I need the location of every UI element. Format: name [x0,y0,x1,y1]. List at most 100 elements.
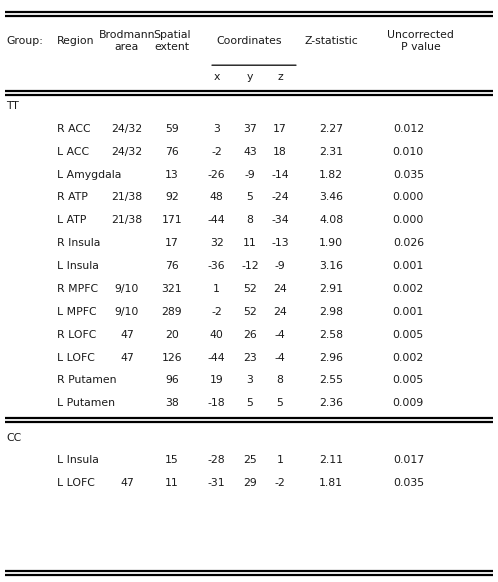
Text: -34: -34 [271,215,289,225]
Text: 1.82: 1.82 [319,169,343,179]
Text: 32: 32 [210,238,224,248]
Text: L LOFC: L LOFC [57,478,95,488]
Text: 11: 11 [243,238,257,248]
Text: 92: 92 [165,193,179,203]
Text: -28: -28 [208,456,226,466]
Text: 9/10: 9/10 [115,284,139,294]
Text: 3: 3 [213,124,220,134]
Text: -2: -2 [211,307,222,317]
Text: 0.000: 0.000 [392,215,424,225]
Text: 3.16: 3.16 [319,261,343,271]
Text: L Insula: L Insula [57,456,99,466]
Text: 5: 5 [247,193,253,203]
Text: 0.002: 0.002 [393,353,424,363]
Text: 2.98: 2.98 [319,307,343,317]
Text: 20: 20 [165,329,179,340]
Text: 21/38: 21/38 [112,193,142,203]
Text: -24: -24 [271,193,289,203]
Text: 8: 8 [276,375,283,385]
Text: -2: -2 [274,478,285,488]
Text: 24: 24 [273,284,287,294]
Text: 1: 1 [276,456,283,466]
Text: 2.31: 2.31 [319,147,343,157]
Text: CC: CC [6,432,21,442]
Text: 0.017: 0.017 [393,456,424,466]
Text: -4: -4 [274,353,285,363]
Text: 40: 40 [210,329,224,340]
Text: 0.001: 0.001 [393,307,424,317]
Text: 4.08: 4.08 [319,215,343,225]
Text: 25: 25 [243,456,257,466]
Text: -13: -13 [271,238,289,248]
Text: 26: 26 [243,329,257,340]
Text: 289: 289 [161,307,182,317]
Text: 21/38: 21/38 [112,215,142,225]
Text: -31: -31 [208,478,226,488]
Text: 2.11: 2.11 [319,456,343,466]
Text: L LOFC: L LOFC [57,353,95,363]
Text: L MPFC: L MPFC [57,307,97,317]
Text: 52: 52 [243,307,257,317]
Text: R Insula: R Insula [57,238,101,248]
Text: -14: -14 [271,169,289,179]
Text: 17: 17 [273,124,287,134]
Text: R Putamen: R Putamen [57,375,117,385]
Text: R LOFC: R LOFC [57,329,97,340]
Text: 3: 3 [247,375,253,385]
Text: 0.000: 0.000 [392,193,424,203]
Text: R ACC: R ACC [57,124,91,134]
Text: -2: -2 [211,147,222,157]
Text: 76: 76 [165,147,179,157]
Text: Brodmann
area: Brodmann area [99,30,155,52]
Text: 1.81: 1.81 [319,478,343,488]
Text: 2.55: 2.55 [319,375,343,385]
Text: 9/10: 9/10 [115,307,139,317]
Text: Group:: Group: [6,36,43,46]
Text: 48: 48 [210,193,224,203]
Text: R ATP: R ATP [57,193,88,203]
Text: 2.58: 2.58 [319,329,343,340]
Text: 52: 52 [243,284,257,294]
Text: 47: 47 [120,353,134,363]
Text: 29: 29 [243,478,257,488]
Text: TT: TT [6,101,19,111]
Text: -44: -44 [208,215,226,225]
Text: 13: 13 [165,169,179,179]
Text: 1: 1 [213,284,220,294]
Text: L ACC: L ACC [57,147,90,157]
Text: y: y [247,72,253,82]
Text: 76: 76 [165,261,179,271]
Text: 2.27: 2.27 [319,124,343,134]
Text: 47: 47 [120,478,134,488]
Text: -9: -9 [245,169,255,179]
Text: 24/32: 24/32 [112,147,142,157]
Text: 43: 43 [243,147,257,157]
Text: Coordinates: Coordinates [216,36,282,46]
Text: 0.026: 0.026 [393,238,424,248]
Text: 0.005: 0.005 [393,329,424,340]
Text: 5: 5 [276,398,283,408]
Text: 11: 11 [165,478,179,488]
Text: 0.009: 0.009 [393,398,424,408]
Text: 38: 38 [165,398,179,408]
Text: R MPFC: R MPFC [57,284,99,294]
Text: 1.90: 1.90 [319,238,343,248]
Text: 321: 321 [161,284,182,294]
Text: 23: 23 [243,353,257,363]
Text: Z-statistic: Z-statistic [304,36,358,46]
Text: x: x [214,72,220,82]
Text: 17: 17 [165,238,179,248]
Text: -4: -4 [274,329,285,340]
Text: -18: -18 [208,398,226,408]
Text: Uncorrected
P value: Uncorrected P value [387,30,454,52]
Text: 5: 5 [247,398,253,408]
Text: 24/32: 24/32 [112,124,142,134]
Text: 0.035: 0.035 [393,478,424,488]
Text: Region: Region [57,36,95,46]
Text: 171: 171 [161,215,182,225]
Text: -26: -26 [208,169,226,179]
Text: 2.36: 2.36 [319,398,343,408]
Text: Spatial
extent: Spatial extent [153,30,191,52]
Text: -12: -12 [241,261,259,271]
Text: -44: -44 [208,353,226,363]
